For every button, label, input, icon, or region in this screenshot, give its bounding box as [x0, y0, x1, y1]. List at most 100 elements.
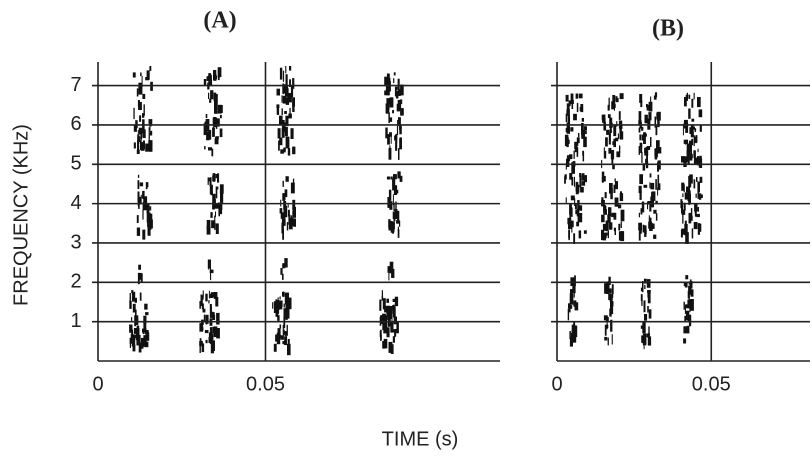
spectrogram-trace [688, 193, 691, 204]
spectrogram-trace [132, 344, 136, 352]
spectrogram-trace [146, 332, 150, 341]
spectrogram-trace [211, 148, 214, 157]
spectrogram-trace [283, 200, 287, 210]
spectrogram-trace [279, 296, 281, 300]
spectrogram-trace [699, 223, 702, 232]
spectrogram-trace [142, 113, 145, 118]
spectrogram-trace [688, 175, 692, 188]
spectrogram-trace [576, 102, 579, 113]
spectrogram-trace [690, 149, 692, 159]
spectrogram-trace [285, 127, 288, 137]
spectrogram-trace [394, 209, 398, 219]
spectrogram-trace [690, 289, 694, 297]
spectrogram-trace [608, 222, 613, 230]
spectrogram-trace [566, 158, 570, 167]
spectrogram-trace [134, 297, 137, 303]
spectrogram-trace [287, 339, 290, 346]
spectrogram-trace [199, 338, 202, 346]
spectrogram-trace [693, 126, 695, 130]
y-tick-label: 4 [70, 192, 81, 214]
spectrogram-trace [277, 306, 280, 314]
spectrogram-trace [396, 220, 400, 224]
spectrogram-trace [384, 90, 387, 96]
spectrogram-trace [653, 209, 657, 214]
spectrogram-trace [283, 147, 286, 153]
spectrogram-trace [146, 70, 150, 80]
spectrogram-trace [570, 195, 575, 201]
spectrogram-trace [581, 123, 584, 135]
spectrogram-trace [284, 331, 287, 336]
spectrogram-trace [688, 285, 691, 295]
spectrogram-traces [129, 66, 703, 356]
spectrogram-trace [138, 272, 142, 280]
spectrogram-trace [285, 333, 287, 338]
spectrogram-trace [693, 150, 696, 158]
spectrogram-trace [650, 137, 652, 147]
spectrogram-trace [397, 226, 399, 232]
spectrogram-trace [602, 114, 606, 123]
spectrogram-trace [639, 142, 643, 148]
spectrogram-trace [639, 174, 643, 185]
spectrogram-trace [141, 337, 144, 349]
spectrogram-trace [204, 121, 207, 127]
spectrogram-trace [647, 306, 649, 313]
spectrogram-trace [603, 205, 606, 211]
spectrogram-trace [217, 67, 222, 78]
spectrogram-trace [209, 327, 213, 338]
spectrogram-trace [289, 107, 291, 119]
spectrogram-trace [213, 118, 216, 123]
spectrogram-trace [684, 224, 688, 236]
spectrogram-trace [208, 147, 212, 151]
spectrogram-trace [578, 213, 583, 223]
spectrogram-trace [279, 67, 283, 80]
spectrogram-trace [680, 229, 683, 238]
spectrogram-trace [639, 134, 642, 141]
spectrogram-trace [685, 232, 689, 244]
spectrogram-trace [397, 171, 401, 179]
spectrogram-trace [212, 340, 215, 351]
spectrogram-trace [699, 124, 702, 132]
spectrogram-trace [387, 197, 391, 208]
spectrogram-trace [613, 184, 616, 193]
spectrogram-trace [393, 72, 396, 76]
spectrogram-trace [612, 164, 615, 170]
spectrogram-trace [690, 299, 694, 311]
spectrogram-trace [570, 289, 573, 296]
spectrogram-trace [697, 207, 699, 212]
spectrogram-trace [137, 140, 140, 152]
spectrogram-trace [137, 272, 140, 285]
spectrogram-trace [135, 309, 137, 319]
spectrogram-trace [214, 223, 216, 230]
spectrogram-trace [207, 259, 211, 269]
spectrogram-trace [272, 302, 274, 309]
spectrogram-trace [398, 89, 401, 96]
spectrogram-trace [568, 303, 571, 313]
spectrogram-trace [288, 214, 291, 225]
spectrogram-trace [209, 98, 212, 103]
spectrogram-trace [386, 305, 390, 314]
spectrogram-trace [574, 275, 576, 286]
spectrogram-trace [654, 148, 658, 158]
spectrogram-trace [383, 315, 387, 323]
spectrogram-trace [149, 121, 152, 127]
spectrogram-trace [281, 128, 285, 138]
spectrogram-trace [140, 130, 143, 140]
spectrogram-trace [214, 100, 216, 106]
spectrogram-trace [640, 287, 643, 292]
spectrogram-trace [138, 136, 141, 142]
spectrogram-trace [683, 338, 687, 344]
spectrogram-trace [134, 315, 136, 327]
spectrogram-trace [579, 173, 581, 177]
spectrogram-trace [396, 321, 399, 334]
spectrogram-trace [142, 93, 146, 99]
spectrogram-trace [292, 102, 295, 112]
spectrogram-trace [689, 281, 693, 289]
spectrogram-trace [219, 184, 224, 194]
spectrogram-trace [136, 215, 139, 223]
spectrogram-trace [289, 66, 292, 71]
spectrogram-trace [652, 223, 655, 229]
spectrogram-trace [217, 104, 222, 114]
spectrogram-trace [608, 207, 612, 217]
spectrogram-trace [638, 146, 640, 155]
spectrogram-trace [657, 115, 660, 128]
